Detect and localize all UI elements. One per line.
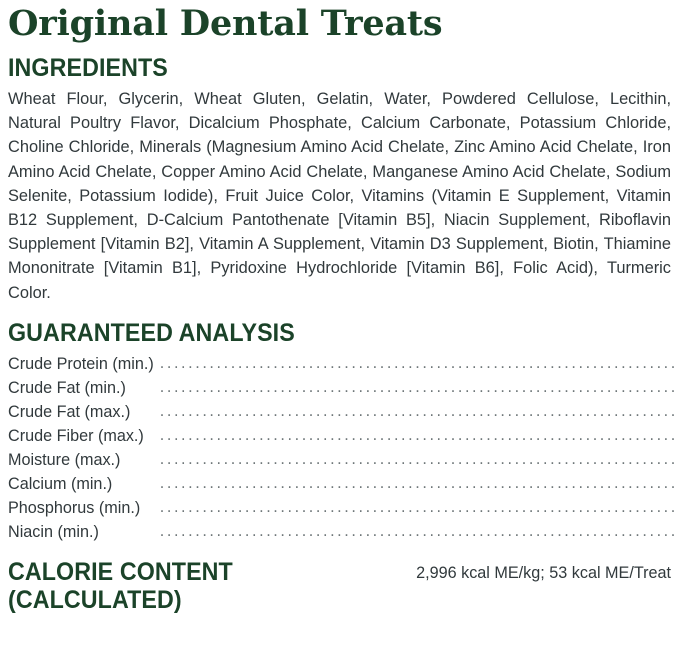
ingredients-heading: INGREDIENTS [8,54,168,82]
calorie-content-heading-line1: CALORIE CONTENT [8,557,233,586]
analysis-nutrient-name: Crude Fiber (max.) [8,426,144,445]
analysis-leader-dots: ........................................… [160,496,679,520]
analysis-nutrient-name: Niacin (min.) [8,522,99,541]
calorie-content-block: CALORIE CONTENT (CALCULATED) 2,996 kcal … [8,558,671,614]
analysis-row: Niacin (min.)...........................… [8,520,679,544]
analysis-leader-dots: ........................................… [160,376,679,400]
analysis-nutrient-name: Phosphorus (min.) [8,498,141,517]
analysis-nutrient-name: Crude Fat (min.) [8,378,126,397]
analysis-leader-dots-text: ........................................… [159,473,679,492]
analysis-leader-dots-text: ........................................… [159,449,679,468]
analysis-row: Crude Fiber (max.)......................… [8,424,679,448]
analysis-leader-dots-text: ........................................… [159,521,679,540]
analysis-leader-dots: ........................................… [160,400,679,424]
analysis-row: Crude Protein (min.)....................… [8,352,679,376]
analysis-nutrient-name: Calcium (min.) [8,474,113,493]
calorie-content-value: 2,996 kcal ME/kg; 53 kcal ME/Treat [416,563,671,582]
analysis-leader-dots: ........................................… [160,472,679,496]
analysis-leader-dots: ........................................… [160,352,679,376]
analysis-row: Crude Fat (min.)........................… [8,376,679,400]
analysis-row: Crude Fat (max.)........................… [8,400,679,424]
analysis-row: Moisture (max.).........................… [8,448,679,472]
guaranteed-analysis-table: Crude Protein (min.)....................… [8,352,679,544]
ingredients-text: Wheat Flour, Glycerin, Wheat Gluten, Gel… [8,90,671,302]
analysis-leader-dots-text: ........................................… [159,377,679,396]
analysis-leader-dots: ........................................… [160,520,679,544]
analysis-leader-dots: ........................................… [160,424,679,448]
analysis-leader-dots-text: ........................................… [159,401,679,420]
analysis-leader-dots-text: ........................................… [159,497,679,516]
analysis-nutrient-name: Moisture (max.) [8,450,121,469]
page-title: Original Dental Treats [8,3,443,44]
analysis-leader-dots-text: ........................................… [159,425,679,444]
analysis-leader-dots: ........................................… [160,448,679,472]
analysis-nutrient-name: Crude Protein (min.) [8,354,154,373]
analysis-nutrient-name: Crude Fat (max.) [8,402,131,421]
calorie-content-heading: CALORIE CONTENT (CALCULATED) [8,558,233,614]
calorie-content-heading-line2: (CALCULATED) [8,585,182,614]
analysis-row: Phosphorus (min.).......................… [8,496,679,520]
guaranteed-analysis-heading: GUARANTEED ANALYSIS [8,318,295,347]
analysis-leader-dots-text: ........................................… [159,353,679,372]
analysis-row: Calcium (min.)..........................… [8,472,679,496]
